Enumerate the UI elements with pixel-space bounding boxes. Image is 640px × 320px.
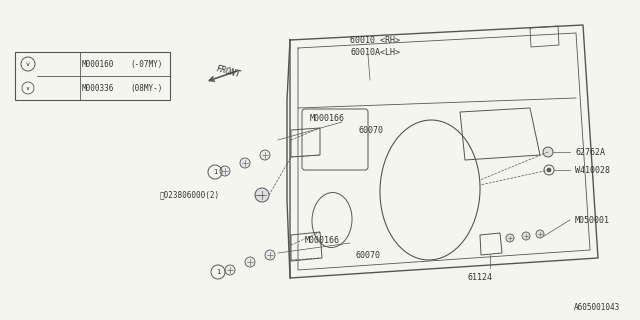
Text: M000166: M000166 [310,114,345,123]
Text: M000160: M000160 [82,60,115,68]
Text: (-07MY): (-07MY) [130,60,163,68]
Circle shape [265,250,275,260]
Bar [15,52,170,100]
Text: 60070: 60070 [355,251,380,260]
Text: 1: 1 [216,269,220,275]
Text: Ⓝ023806000(2): Ⓝ023806000(2) [160,190,220,199]
Text: M050001: M050001 [575,215,610,225]
Circle shape [547,168,551,172]
Text: FRONT: FRONT [215,64,241,80]
Text: 61124: 61124 [467,274,493,283]
Circle shape [522,232,530,240]
Text: 60070: 60070 [358,125,383,134]
Circle shape [245,257,255,267]
Text: M000166: M000166 [305,236,340,244]
Text: W410028: W410028 [575,165,610,174]
Circle shape [255,188,269,202]
Text: (08MY-): (08MY-) [130,84,163,92]
Text: 62762A: 62762A [575,148,605,156]
Circle shape [260,150,270,160]
Circle shape [220,166,230,176]
Circle shape [506,234,514,242]
Circle shape [543,147,553,157]
Circle shape [240,158,250,168]
Circle shape [536,230,544,238]
Circle shape [225,265,235,275]
Text: 60010 <RH>: 60010 <RH> [350,36,400,44]
Text: M000336: M000336 [82,84,115,92]
Text: 1: 1 [213,169,217,175]
Text: 60010A<LH>: 60010A<LH> [350,47,400,57]
Text: A605001043: A605001043 [573,303,620,312]
